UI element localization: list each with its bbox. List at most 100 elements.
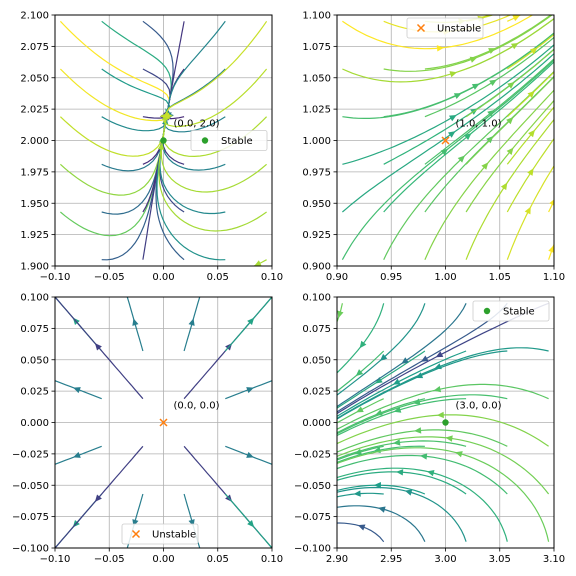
streamline-arrow — [436, 411, 444, 419]
legend-marker — [201, 137, 209, 144]
streamline-arrow — [401, 357, 409, 364]
legend-box — [121, 523, 199, 545]
legend-marker — [483, 307, 491, 315]
y-tick-label: 1.075 — [302, 42, 331, 53]
streamline-arrow — [254, 260, 262, 266]
streamline-arrow — [447, 131, 456, 138]
streamline-arrow — [488, 48, 496, 54]
streamline-arrow — [246, 387, 254, 394]
x-tick-label: −0.05 — [94, 272, 125, 283]
streamline-arrow — [524, 206, 531, 215]
y-tick-label: 1.100 — [302, 11, 331, 22]
y-tick-label: 1.925 — [20, 230, 49, 241]
streamline-arrow — [445, 435, 453, 442]
streamline-arrow — [506, 147, 514, 155]
y-tick-label: 0.000 — [302, 418, 331, 429]
x-tick-label: 0.05 — [207, 272, 229, 283]
streamline-arrow — [246, 451, 254, 458]
streamline-arrow — [436, 45, 445, 52]
streamline-arrow — [375, 376, 383, 384]
y-tick-label: 2.100 — [20, 11, 49, 22]
streamline — [337, 471, 467, 495]
y-tick-label: −0.025 — [12, 449, 49, 460]
streamline — [424, 58, 554, 165]
x-tick-label: 0.95 — [380, 272, 402, 283]
y-tick-label: 0.950 — [302, 199, 331, 210]
streamline-arrow — [481, 162, 489, 170]
y-tick-label: 2.075 — [20, 42, 49, 53]
streamline-arrow — [530, 47, 538, 55]
streamline-arrow — [419, 453, 428, 460]
y-tick-label: −0.050 — [294, 481, 331, 492]
streamline-arrow — [507, 81, 515, 89]
legend-marker — [131, 529, 141, 539]
x-tick-label: 2.90 — [326, 554, 348, 565]
legend-label: Stable — [503, 307, 535, 318]
panel-1: −0.10 −0.05 0.00 0.05 0.10 1.900 1.925 1.950 1.9… — [20, 11, 283, 284]
y-tick-label: −0.100 — [12, 544, 49, 555]
y-tick-label: 1.025 — [302, 105, 331, 116]
streamline-arrow — [404, 489, 413, 496]
streamline-arrow — [357, 524, 366, 531]
legend-marker — [416, 23, 426, 33]
y-tick-label: −0.100 — [294, 544, 331, 555]
streamline-arrow — [94, 494, 102, 502]
equilibrium-marker — [442, 419, 449, 426]
y-tick-label: 0.900 — [302, 262, 331, 273]
streamline-arrow — [393, 406, 402, 413]
y-tick-label: 0.050 — [20, 355, 49, 366]
x-tick-label: 1.10 — [543, 272, 565, 283]
panel-3: −0.10 −0.05 0.00 0.05 0.10 −0.100 −0.075 −0.050… — [12, 293, 283, 566]
streamline — [383, 70, 554, 260]
streamline-arrow — [487, 109, 495, 117]
y-tick-label: 0.075 — [20, 324, 49, 335]
streamline-arrow — [506, 117, 514, 125]
x-tick-label: −0.10 — [40, 272, 71, 283]
equilibrium-annotation: (0.0, 2.0) — [174, 119, 220, 130]
x-tick-label: 0.90 — [326, 272, 348, 283]
y-tick-label: −0.050 — [12, 481, 49, 492]
legend-label: Unstable — [152, 530, 196, 541]
streamline-arrow — [353, 490, 361, 497]
y-tick-label: 0.025 — [302, 387, 331, 398]
streamline — [59, 20, 171, 119]
streamline-arrow — [378, 506, 386, 513]
streamline-arrow — [510, 42, 519, 50]
x-tick-label: −0.10 — [40, 554, 71, 565]
streamline-arrow — [162, 112, 170, 119]
y-tick-label: 0.075 — [302, 324, 331, 335]
x-tick-label: 3.05 — [489, 554, 511, 565]
streamline-arrow — [549, 199, 554, 206]
streamline-arrow — [188, 318, 195, 326]
streamline-arrow — [548, 245, 554, 253]
legend-label: Stable — [221, 136, 253, 147]
equilibrium-marker — [441, 136, 450, 145]
streamline-arrow — [414, 427, 422, 434]
streamline — [465, 118, 554, 260]
y-tick-label: 0.000 — [20, 418, 49, 429]
y-tick-label: 1.975 — [20, 167, 49, 178]
streamline-arrow — [94, 343, 102, 351]
y-tick-label: 0.100 — [302, 293, 331, 304]
streamline-arrow — [247, 317, 255, 326]
streamline-arrow — [528, 129, 536, 138]
equilibrium-marker — [160, 137, 167, 144]
y-tick-label: −0.075 — [294, 512, 331, 523]
y-tick-label: 0.100 — [20, 293, 49, 304]
panel-2: 0.90 0.95 1.00 1.05 1.10 0.900 0.925 0.950 0.975… — [302, 11, 565, 284]
streamline-arrow — [453, 93, 462, 100]
streamline — [337, 467, 508, 542]
x-tick-label: 1.05 — [489, 272, 511, 283]
legend: Unstable — [121, 523, 199, 545]
y-tick-label: 1.050 — [302, 73, 331, 84]
streamline-arrow — [73, 451, 81, 458]
y-tick-label: 1.950 — [20, 199, 49, 210]
y-tick-label: 1.900 — [20, 262, 49, 273]
panel-4: 2.90 2.95 3.00 3.05 3.10 −0.100 −0.075 −0.050 −0… — [294, 293, 565, 566]
legend: Stable — [190, 130, 268, 151]
y-tick-label: 2.050 — [20, 73, 49, 84]
streamline-arrow — [356, 406, 364, 413]
streamline-arrow — [373, 482, 381, 489]
legend-box — [472, 300, 550, 322]
equilibrium-marker — [159, 418, 168, 427]
